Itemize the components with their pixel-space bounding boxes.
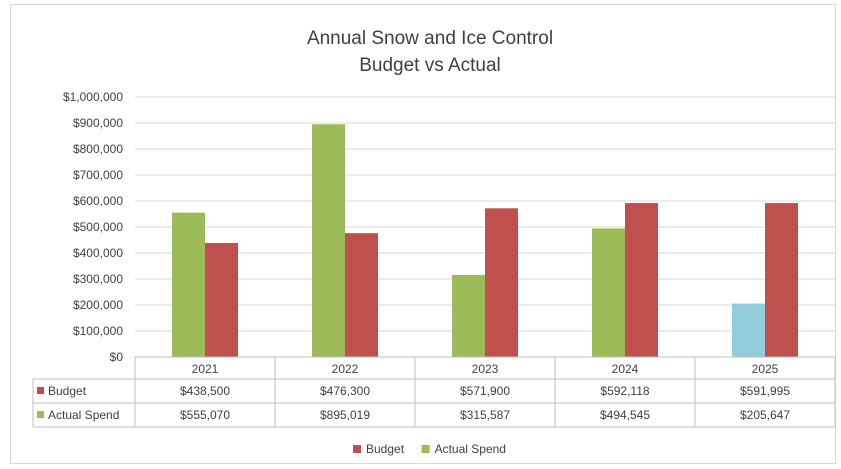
y-tick-label: $600,000 (73, 194, 123, 208)
y-tick-label: $700,000 (73, 168, 123, 182)
bar-budget-2022 (345, 233, 378, 357)
x-tick-label: 2025 (752, 362, 779, 376)
legend-label: Actual Spend (435, 442, 506, 456)
x-tick-label: 2023 (472, 362, 499, 376)
x-tick-label: 2024 (612, 362, 639, 376)
y-tick-label: $400,000 (73, 246, 123, 260)
table-row-label: Actual Spend (48, 408, 119, 422)
table-row-label: Budget (48, 384, 87, 398)
table-cell: $476,300 (320, 384, 370, 398)
chart-title: Annual Snow and Ice Control (307, 28, 553, 49)
bar-budget-2023 (485, 208, 518, 357)
y-tick-label: $1,000,000 (63, 90, 123, 104)
table-cell: $555,070 (180, 408, 230, 422)
y-tick-label: $900,000 (73, 116, 123, 130)
bars (172, 124, 798, 357)
y-tick-label: $200,000 (73, 298, 123, 312)
table-cell: $205,647 (740, 408, 790, 422)
y-tick-label: $500,000 (73, 220, 123, 234)
x-tick-label: 2021 (192, 362, 219, 376)
bar-budget-2024 (625, 203, 658, 357)
legend-swatch (421, 445, 430, 453)
legend: Budget Actual Spend (353, 442, 506, 456)
table-cell: $571,900 (460, 384, 510, 398)
y-tick-label: $800,000 (73, 142, 123, 156)
table-cell: $895,019 (320, 408, 370, 422)
bar-actual-spend-2025 (732, 303, 765, 357)
table-legend-key (37, 387, 44, 394)
y-tick-label: $100,000 (73, 324, 123, 338)
chart-frame (10, 4, 836, 464)
y-tick-label: $300,000 (73, 272, 123, 286)
y-axis-ticks: $0 $100,000 $200,000 $300,000 $400,000 $500,0… (63, 90, 123, 364)
legend-swatch (353, 445, 361, 453)
legend-label: Budget (366, 442, 405, 456)
bar-actual-spend-2024 (592, 228, 625, 357)
bar-actual-spend-2023 (452, 274, 485, 357)
table-legend-key (37, 411, 44, 418)
x-tick-label: 2022 (332, 362, 359, 376)
chart-subtitle: Budget vs Actual (359, 55, 501, 76)
table-cell: $315,587 (460, 408, 510, 422)
y-tick-label: $0 (110, 350, 124, 364)
bar-actual-spend-2021 (172, 212, 205, 357)
bar-actual-spend-2022 (312, 124, 345, 357)
table-cell: $494,545 (600, 408, 650, 422)
bar-budget-2025 (765, 203, 798, 357)
table-cell: $438,500 (180, 384, 230, 398)
bar-budget-2021 (205, 242, 238, 357)
table-cell: $591,995 (740, 384, 790, 398)
data-table: 2021 2022 2023 2024 2025 Budget $438,500 $476,3… (32, 356, 836, 428)
table-cell: $592,118 (600, 384, 649, 398)
